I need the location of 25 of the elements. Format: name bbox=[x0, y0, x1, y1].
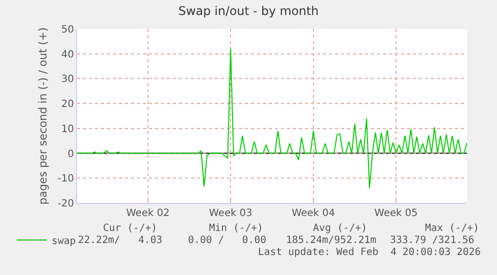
x-tick-label: Week 05 bbox=[374, 208, 418, 219]
line-series bbox=[77, 48, 467, 189]
text: 185.24m/952.21m bbox=[286, 235, 376, 246]
x-tick-label: Week 02 bbox=[126, 208, 170, 219]
y-tick-label: 20 bbox=[61, 99, 74, 110]
chart-title: Swap in/out - by month bbox=[178, 4, 319, 18]
text: Max (-/+) bbox=[425, 223, 480, 234]
y-tick-label: -20 bbox=[58, 198, 74, 210]
x-tick-label: Week 03 bbox=[208, 208, 252, 219]
text: Cur (-/+) bbox=[103, 223, 158, 234]
text: Last update: Wed Feb 4 20:00:03 2026 bbox=[258, 247, 481, 258]
text: Min (-/+) bbox=[209, 223, 264, 234]
legend-label: swap bbox=[52, 236, 76, 247]
text: 22.22m/ 4.03 bbox=[78, 235, 162, 246]
x-tick-label: Week 04 bbox=[292, 208, 336, 219]
y-tick-label: 30 bbox=[61, 74, 74, 86]
text: 333.79 /321.56 bbox=[390, 235, 474, 246]
y-axis-title: pages per second in (-) / out (+) bbox=[36, 27, 50, 205]
y-tick-label: 50 bbox=[61, 24, 74, 36]
y-tick-label: 0 bbox=[68, 148, 74, 160]
text: 0.00 / 0.00 bbox=[188, 235, 266, 246]
y-tick-label: 40 bbox=[61, 49, 74, 60]
y-tick-label: -10 bbox=[58, 174, 74, 185]
y-tick-label: 10 bbox=[61, 124, 74, 135]
text: Avg (-/+) bbox=[313, 223, 368, 234]
